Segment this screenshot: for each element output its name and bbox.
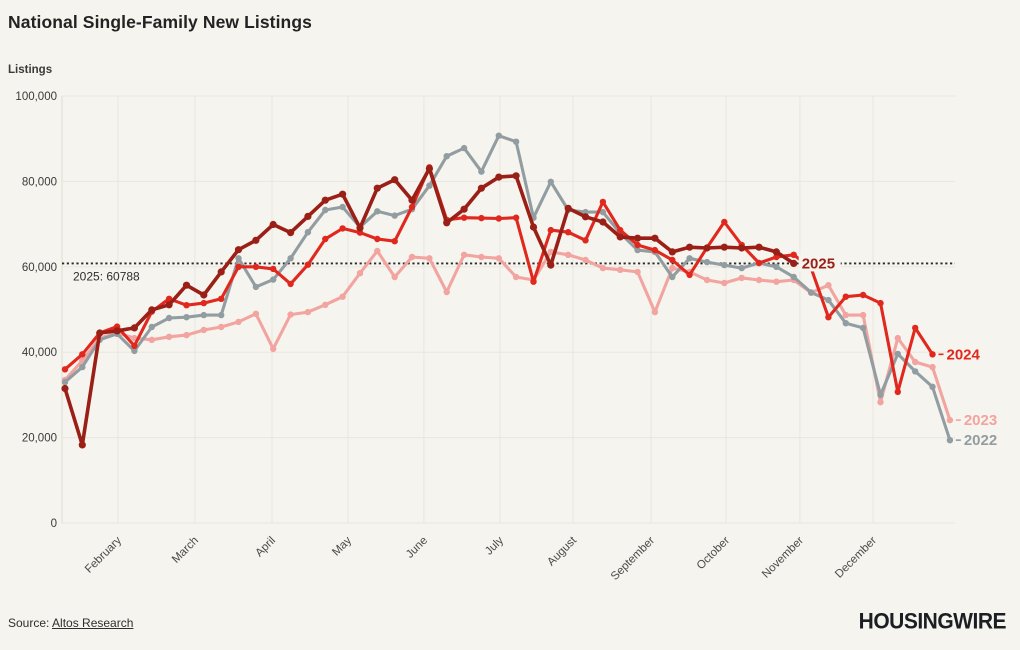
- svg-text:80,000: 80,000: [22, 176, 57, 188]
- svg-text:2024: 2024: [947, 346, 981, 363]
- source-link[interactable]: Altos Research: [52, 616, 134, 630]
- svg-text:September: September: [609, 535, 657, 583]
- svg-text:July: July: [483, 534, 506, 557]
- svg-text:40,000: 40,000: [22, 347, 57, 359]
- svg-text:May: May: [330, 534, 354, 558]
- y-axis-tick-labels: 0 20,000 40,000 60,000 80,000 100,000: [15, 91, 57, 530]
- svg-text:2025: 2025: [802, 255, 835, 272]
- svg-text:March: March: [170, 535, 201, 566]
- svg-text:November: November: [760, 535, 806, 581]
- series-label-2024: 2024: [938, 346, 981, 363]
- series-label-2022: 2022: [955, 432, 997, 449]
- svg-text:December: December: [833, 535, 879, 581]
- y-axis-title: Listings: [8, 64, 53, 76]
- svg-text:0: 0: [51, 518, 57, 530]
- svg-text:October: October: [695, 535, 733, 573]
- page-title: National Single-Family New Listings: [8, 12, 312, 32]
- svg-text:June: June: [404, 535, 430, 561]
- svg-text:April: April: [253, 535, 278, 560]
- series-2022: [61, 132, 954, 444]
- x-axis-month-labels: February March April May June July August Septe…: [83, 534, 879, 583]
- reference-line-label: 2025: 60788: [73, 269, 140, 283]
- svg-text:20,000: 20,000: [22, 433, 57, 445]
- series-label-2023: 2023: [955, 412, 997, 429]
- series-2024: [61, 164, 936, 396]
- grid-lines: [61, 95, 955, 524]
- svg-text:2023: 2023: [964, 412, 997, 429]
- series-2025: [61, 165, 798, 449]
- svg-text:2022: 2022: [964, 432, 997, 449]
- svg-text:August: August: [545, 534, 579, 568]
- series-label-2025: 2025: [798, 254, 841, 272]
- svg-text:60,000: 60,000: [22, 262, 57, 274]
- svg-text:February: February: [83, 534, 124, 575]
- series-2023: [61, 247, 954, 424]
- svg-text:100,000: 100,000: [15, 91, 57, 103]
- brand-logo: HOUSINGWIRE: [858, 609, 1007, 634]
- source-prefix: Source:: [8, 616, 53, 630]
- source-line: Source: Altos Research: [8, 616, 133, 630]
